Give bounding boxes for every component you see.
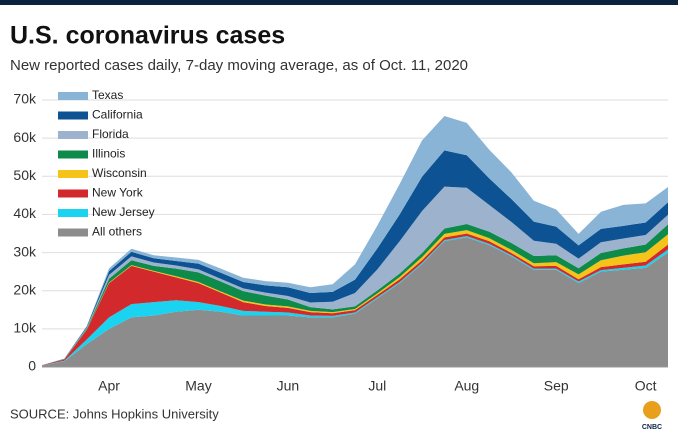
legend-label: All others: [92, 225, 142, 239]
y-tick-label: 50k: [13, 167, 37, 183]
legend-swatch: [58, 228, 88, 237]
x-tick-label: Jun: [277, 378, 300, 394]
x-tick-label: Apr: [98, 378, 120, 394]
legend-label: Texas: [92, 88, 123, 102]
y-tick-label: 40k: [13, 205, 37, 221]
legend-swatch: [58, 92, 88, 100]
legend-swatch: [58, 189, 88, 198]
x-tick-label: Oct: [635, 378, 657, 394]
y-tick-label: 0: [28, 358, 36, 374]
legend-swatch: [58, 150, 88, 159]
top-bar: [0, 0, 678, 5]
chart-title: U.S. coronavirus cases: [10, 22, 285, 50]
legend-label: California: [92, 108, 143, 122]
source: SOURCE: Johns Hopkins University: [10, 406, 219, 421]
area: [42, 237, 668, 367]
logo-mark: [643, 401, 661, 419]
y-tick-label: 60k: [13, 129, 37, 145]
x-tick-label: May: [185, 378, 211, 394]
logo: CNBC: [642, 401, 662, 431]
chart-subtitle: New reported cases daily, 7-day moving a…: [10, 57, 468, 74]
y-tick-label: 10k: [13, 320, 37, 336]
x-tick-label: Jul: [368, 378, 386, 394]
legend-label: Illinois: [92, 147, 125, 161]
area: [42, 233, 668, 366]
x-tick-label: Aug: [454, 378, 479, 394]
legend-label: New York: [92, 186, 144, 200]
legend-swatch: [58, 131, 88, 139]
legend-swatch: [58, 170, 88, 178]
legend-swatch: [58, 111, 88, 120]
legend-label: Florida: [92, 127, 129, 141]
x-tick-label: Sep: [544, 378, 569, 394]
legend-label: New Jersey: [92, 205, 155, 219]
legend-label: Wisconsin: [92, 166, 147, 180]
legend-swatch: [58, 209, 88, 217]
logo-text: CNBC: [642, 424, 662, 431]
area: [42, 150, 668, 366]
area: [42, 186, 668, 366]
y-tick-label: 20k: [13, 281, 37, 297]
y-tick-label: 30k: [13, 243, 37, 259]
area: [42, 116, 668, 366]
y-tick-label: 70k: [13, 91, 37, 107]
